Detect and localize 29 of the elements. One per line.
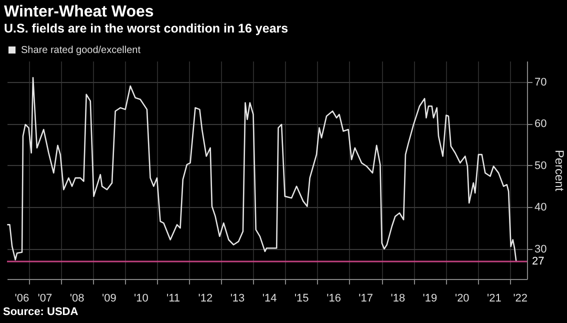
- y-tick-label: 70: [534, 76, 547, 88]
- x-tick-label: '12: [198, 292, 213, 304]
- line-series: [7, 77, 517, 262]
- y-tick-label: 30: [534, 243, 547, 256]
- x-tick-label: '22: [513, 292, 528, 304]
- x-tick-label: '08: [70, 292, 84, 304]
- ref-line-label: 27: [532, 255, 544, 268]
- x-tick-label: '13: [230, 292, 245, 304]
- x-tick-label: '20: [454, 292, 470, 304]
- source-note: Source: USDA: [3, 306, 78, 318]
- x-tick-label: '18: [390, 292, 406, 304]
- x-tick-label: '19: [422, 292, 438, 304]
- x-tick-label: '15: [294, 292, 309, 304]
- chart-subtitle: U.S. fields are in the worst condition in 16 years: [4, 22, 288, 36]
- x-tick-label: '11: [166, 292, 180, 304]
- x-tick-label: '07: [38, 292, 52, 304]
- y-tick-label: 40: [534, 202, 547, 214]
- x-tick-label: '09: [102, 292, 116, 304]
- x-tick-label: '06: [14, 292, 30, 304]
- x-tick-label: '14: [262, 292, 277, 304]
- y-tick-label: 60: [534, 118, 547, 130]
- x-tick-label: '21: [487, 292, 502, 304]
- x-tick-label: '16: [326, 292, 341, 304]
- legend-label: Share rated good/excellent: [21, 45, 141, 56]
- chart-title: Winter-Wheat Woes: [4, 4, 154, 20]
- x-tick-label: '17: [358, 292, 374, 304]
- y-tick-label: 50: [534, 160, 547, 172]
- x-tick-label: '10: [134, 292, 148, 304]
- y-axis-title: Percent: [552, 150, 567, 192]
